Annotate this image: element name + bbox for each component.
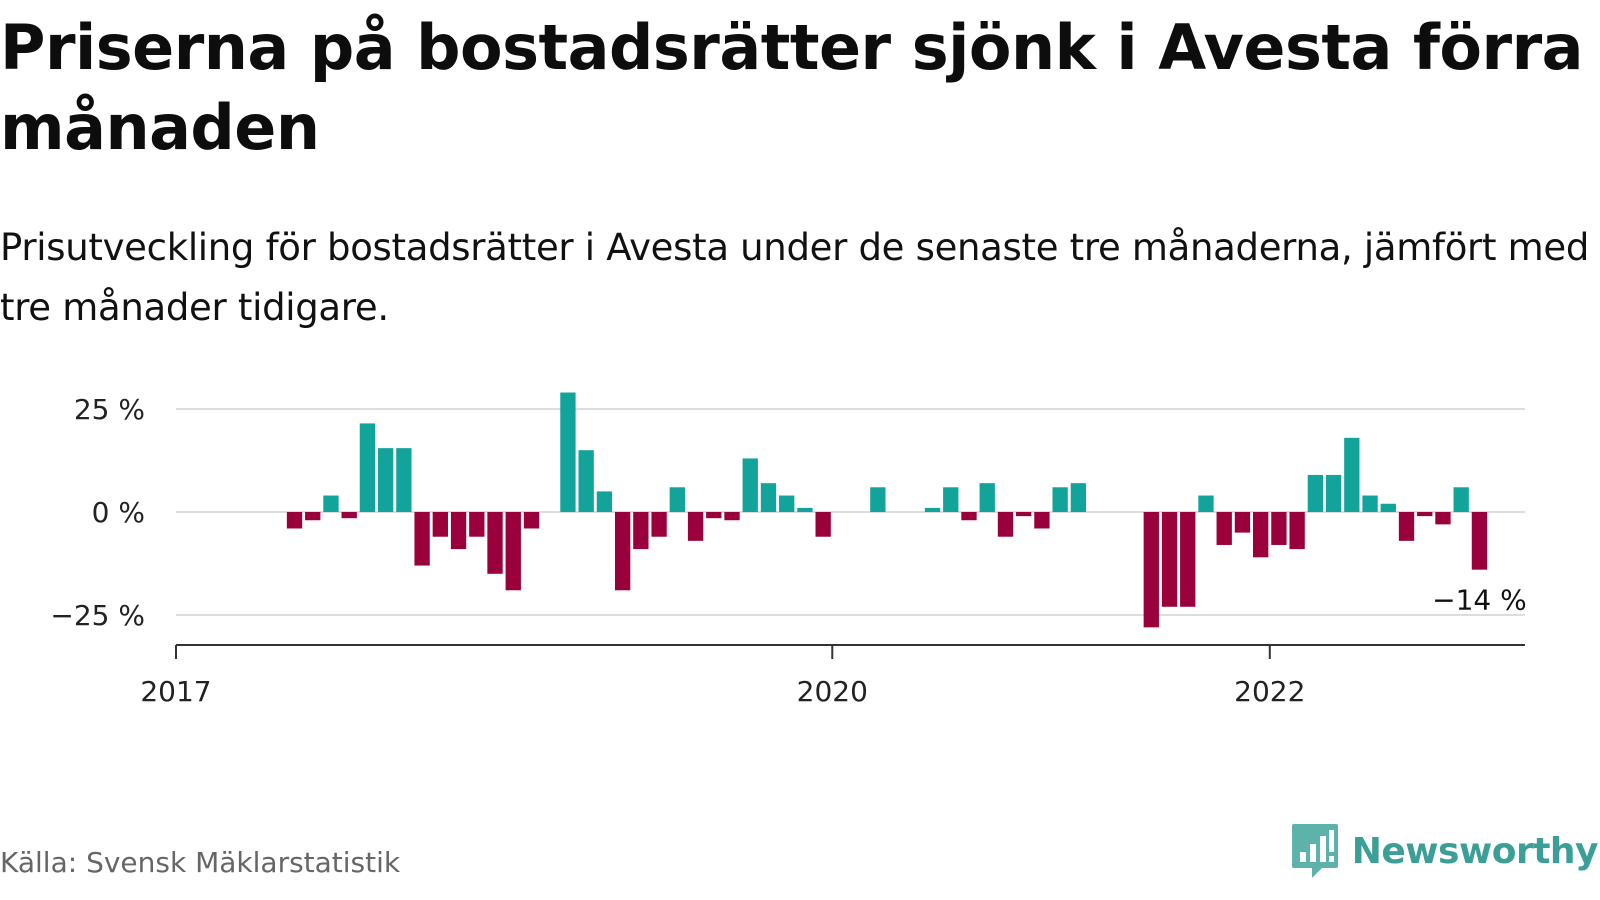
bar xyxy=(687,512,704,541)
bar xyxy=(961,512,977,521)
bar xyxy=(870,487,886,512)
y-tick-label: 0 % xyxy=(92,496,145,529)
bar xyxy=(1016,512,1032,517)
bar xyxy=(614,512,631,591)
y-tick-label: −25 % xyxy=(50,599,145,632)
bar xyxy=(450,512,467,550)
x-tick-label: 2017 xyxy=(140,675,211,708)
chart-title: Priserna på bostadsrätter sjönk i Avesta… xyxy=(0,11,1584,164)
bar xyxy=(815,512,831,537)
bar xyxy=(651,512,667,537)
bar xyxy=(1180,512,1196,607)
bar xyxy=(1380,503,1396,512)
gridlines: 25 % 0 % −25 % xyxy=(50,393,1525,632)
bar xyxy=(1307,474,1324,512)
brand-logo[interactable]: Newsworthy xyxy=(1290,822,1599,880)
bar xyxy=(596,491,613,512)
bar xyxy=(505,512,521,591)
bar xyxy=(1198,495,1214,512)
y-tick-label: 25 % xyxy=(74,393,145,426)
x-axis: 2017 2020 2022 xyxy=(140,644,1525,708)
last-value-label: −14 % xyxy=(1432,584,1527,617)
bar xyxy=(724,512,740,521)
source-note: Källa: Svensk Mäklarstatistik xyxy=(0,846,401,879)
bar xyxy=(414,512,430,566)
bar-chart: 25 % 0 % −25 % 2017 2020 2022 −14 % xyxy=(50,392,1530,708)
bar xyxy=(706,512,722,519)
bar xyxy=(1216,512,1232,545)
bar xyxy=(286,512,303,529)
bar xyxy=(943,487,959,512)
brand-name: Newsworthy xyxy=(1351,830,1599,872)
newsworthy-logo-icon xyxy=(1291,824,1338,878)
bar xyxy=(377,448,394,512)
bar xyxy=(1253,512,1269,558)
bar xyxy=(469,512,485,537)
bar xyxy=(1344,437,1360,512)
bar xyxy=(633,512,649,550)
x-tick-label: 2022 xyxy=(1234,675,1305,708)
bar xyxy=(669,487,685,512)
bar xyxy=(797,507,813,512)
bar xyxy=(1362,495,1378,512)
bar xyxy=(1289,512,1305,550)
bar xyxy=(578,450,594,512)
bar xyxy=(760,483,777,512)
bar xyxy=(1143,512,1159,628)
bar xyxy=(1453,487,1469,512)
chart-subtitle: Prisutveckling för bostadsrätter i Avest… xyxy=(0,226,1590,329)
bar xyxy=(997,512,1014,537)
bar xyxy=(924,507,941,512)
bar xyxy=(1034,512,1050,529)
bar xyxy=(1435,512,1451,525)
bar xyxy=(305,512,321,521)
bar xyxy=(1398,512,1415,541)
labels: −14 % xyxy=(1429,581,1530,620)
bar xyxy=(487,512,503,574)
x-tick-label: 2020 xyxy=(797,675,868,708)
bar xyxy=(1070,483,1087,512)
bar xyxy=(1471,512,1488,570)
bar xyxy=(323,495,339,512)
bar xyxy=(1417,512,1433,517)
bar xyxy=(1234,512,1251,533)
bar xyxy=(1271,512,1287,545)
bar xyxy=(1052,487,1068,512)
bar xyxy=(396,448,412,512)
bar xyxy=(523,512,540,529)
bar xyxy=(979,483,995,512)
bars xyxy=(286,392,1488,628)
bar xyxy=(1161,512,1178,607)
bar xyxy=(1325,474,1342,512)
bar xyxy=(560,392,576,512)
bar xyxy=(432,512,448,537)
bar xyxy=(742,458,758,512)
bar xyxy=(779,495,795,512)
bar xyxy=(359,423,376,512)
bar xyxy=(341,512,357,519)
